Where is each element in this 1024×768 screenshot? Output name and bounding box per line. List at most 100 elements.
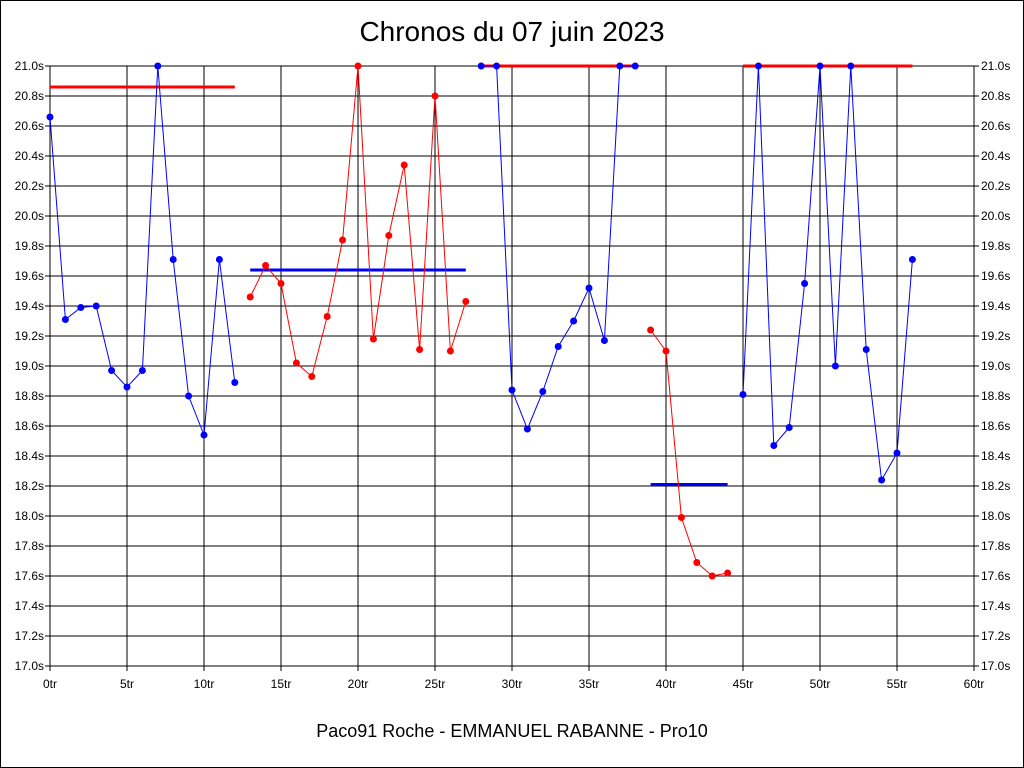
data-point [154,62,162,70]
y-tick-label-right: 17.4s [981,599,1010,613]
data-point [893,449,901,457]
chart-footer: Paco91 Roche - EMMANUEL RABANNE - Pro10 [316,721,708,741]
series-line [742,65,913,482]
y-tick-label-right: 17.2s [981,629,1010,643]
series-line [49,65,236,436]
data-point [878,476,886,484]
data-point [770,442,778,449]
data-point [385,232,393,239]
y-tick-label-right: 20.8s [981,89,1010,103]
y-tick-label: 17.0s [15,659,44,673]
y-tick-label: 19.6s [15,269,44,283]
y-tick-label-right: 17.0s [981,659,1010,673]
data-point [462,298,470,305]
data-point [631,62,639,70]
y-tick-label: 17.2s [15,629,44,643]
y-tick-label: 17.4s [15,599,44,613]
y-tick-label: 17.6s [15,569,44,583]
y-tick-label-right: 19.8s [981,239,1010,253]
x-tick-label: 5tr [120,677,134,691]
data-point [61,316,69,323]
y-tick-label-right: 18.6s [981,419,1010,433]
data-point [724,569,732,577]
data-point [246,293,254,301]
data-point [169,256,177,263]
y-tick-label: 20.6s [15,119,44,133]
data-point [354,62,362,70]
y-tick-label: 19.8s [15,239,44,253]
x-tick-label: 0tr [43,677,57,691]
y-tick-label: 20.0s [15,209,44,223]
data-point [92,302,100,310]
y-tick-label: 20.4s [15,149,44,163]
y-tick-label-right: 21.0s [981,59,1010,73]
data-point [231,379,239,386]
y-tick-label: 20.2s [15,179,44,193]
x-tick-label: 40tr [656,677,677,691]
x-tick-label: 60tr [964,677,985,691]
data-point [616,62,624,70]
data-point [108,367,116,374]
series-line [650,329,728,577]
data-point [662,347,670,355]
data-point [570,317,578,325]
data-point [585,284,593,292]
y-tick-label-right: 18.4s [981,449,1010,463]
y-tick-label-right: 18.2s [981,479,1010,493]
y-tick-label-right: 18.8s [981,389,1010,403]
series-line [481,65,636,431]
y-tick-label-right: 19.4s [981,299,1010,313]
data-point [554,343,562,350]
data-point [400,161,408,169]
data-point [339,236,347,244]
data-point [46,113,54,121]
y-tick-label-right: 20.2s [981,179,1010,193]
y-tick-label-right: 20.4s [981,149,1010,163]
y-tick-label-right: 19.0s [981,359,1010,373]
data-point [739,391,747,398]
data-point [215,256,223,263]
data-point [185,392,193,400]
data-point [369,335,377,343]
data-point [138,367,146,374]
y-tick-label-right: 20.0s [981,209,1010,223]
data-point [708,572,716,580]
y-tick-label-right: 17.6s [981,569,1010,583]
y-tick-label-right: 20.6s [981,119,1010,133]
data-point [446,347,454,355]
data-point [308,373,316,380]
data-point [416,346,424,353]
data-point [292,359,300,367]
data-point [200,431,208,439]
y-tick-label-right: 17.8s [981,539,1010,553]
chart-title: Chronos du 07 juin 2023 [359,16,665,47]
y-tick-label-right: 18.0s [981,509,1010,523]
y-tick-label: 19.0s [15,359,44,373]
data-point [508,386,516,394]
data-point [123,383,131,391]
data-point [847,62,855,70]
data-point [831,362,839,370]
x-tick-label: 15tr [271,677,292,691]
data-point [323,313,331,320]
data-point [277,280,285,287]
y-tick-label: 21.0s [15,59,44,73]
data-point [816,62,824,70]
data-point [693,559,701,566]
x-tick-label: 50tr [810,677,831,691]
y-tick-label: 18.6s [15,419,44,433]
x-tick-label: 25tr [425,677,446,691]
data-point [908,256,916,263]
data-point [493,62,501,70]
y-tick-label: 18.0s [15,509,44,523]
data-point [754,62,762,70]
data-point [262,262,270,269]
x-tick-label: 20tr [348,677,369,691]
y-tick-label-right: 19.2s [981,329,1010,343]
x-tick-label: 55tr [887,677,908,691]
x-tick-label: 45tr [733,677,754,691]
data-point [431,92,439,100]
data-point [862,346,870,353]
y-tick-label-right: 19.6s [981,269,1010,283]
